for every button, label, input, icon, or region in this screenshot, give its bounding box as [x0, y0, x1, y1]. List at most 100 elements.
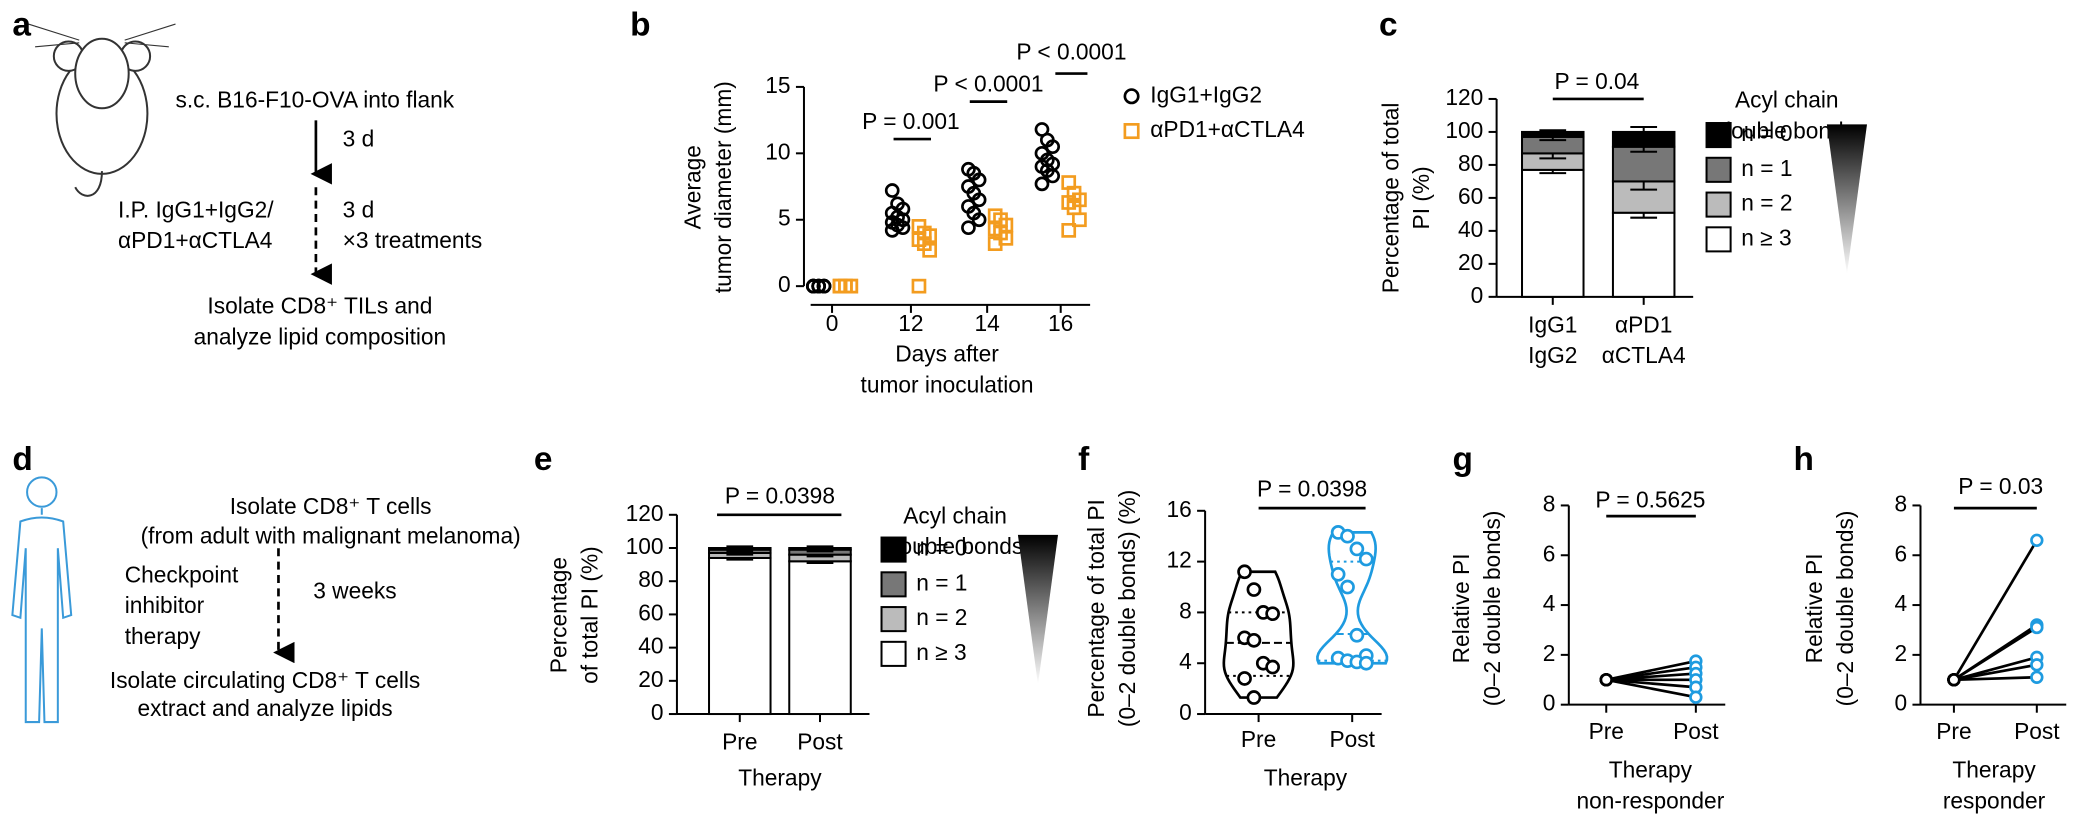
schematic-text: Isolate CD8⁺ T cells [230, 493, 432, 519]
x-tick-label: Post [1673, 718, 1719, 744]
data-point [922, 242, 938, 258]
x-tick-label: Post [797, 728, 843, 754]
x-tick-label: 12 [898, 310, 923, 336]
y-axis-label: Relative PI [1448, 553, 1474, 663]
y-tick-label: 15 [765, 72, 790, 98]
y-axis-label: (0–2 double bonds) (%) [1114, 490, 1140, 727]
data-point [961, 220, 976, 236]
bar-segment [788, 560, 852, 716]
y-tick-label: 40 [1458, 216, 1483, 242]
y-tick-label: 0 [1894, 690, 1907, 716]
data-point [1330, 566, 1346, 582]
data-point [971, 212, 987, 228]
data-point [2030, 658, 2044, 672]
schematic-text: (from adult with malignant melanoma) [141, 523, 521, 549]
annotation: P < 0.0001 [933, 71, 1043, 97]
data-point [911, 278, 927, 294]
panel-letter: g [1452, 441, 1472, 478]
error-bar [726, 545, 754, 551]
legend-swatch [880, 606, 907, 633]
schematic-text: I.P. IgG1+IgG2/ [118, 196, 274, 222]
y-axis-label: Percentage of total [1377, 103, 1403, 294]
gradient-triangle [1826, 124, 1867, 275]
y-tick-label: 4 [1179, 648, 1192, 674]
pair-line [1952, 539, 2038, 681]
schematic-text: 3 d [343, 196, 375, 222]
legend-label: n = 2 [1741, 190, 1792, 216]
y-tick-label: 120 [626, 500, 664, 526]
legend-label: n = 1 [916, 569, 967, 595]
data-point [1246, 633, 1262, 648]
data-point [1045, 139, 1061, 155]
annotation: P = 0.001 [862, 108, 960, 134]
schematic-text: extract and analyze lipids [138, 695, 393, 721]
y-axis-label: PI (%) [1408, 166, 1434, 229]
y-tick-label: 8 [1894, 490, 1907, 516]
y-tick-label: 80 [1458, 150, 1483, 176]
data-point [1061, 223, 1077, 238]
panel-letter: c [1379, 7, 1398, 44]
pair-line [1953, 663, 2038, 682]
annotation: P = 0.0398 [725, 482, 835, 508]
pair-line [1953, 626, 2038, 681]
schematic-text: Isolate CD8⁺ TILs and [207, 293, 432, 319]
y-tick-label: 6 [1894, 540, 1907, 566]
schematic-text: s.c. B16-F10-OVA into flank [176, 87, 455, 113]
data-point [1340, 528, 1355, 544]
y-axis-label: of total PI (%) [576, 546, 602, 684]
pair-line [1605, 678, 1697, 699]
panel-letter: h [1793, 441, 1813, 478]
legend-swatch [1705, 122, 1732, 149]
error-bar [1630, 125, 1658, 138]
data-point [1349, 541, 1365, 557]
panel-letter: b [630, 7, 650, 44]
schematic-text: Checkpoint [125, 561, 239, 587]
y-tick-label: 4 [1543, 590, 1556, 616]
legend-swatch [1705, 156, 1732, 183]
panel-letter: a [12, 7, 31, 44]
x-axis-label: Therapy [738, 765, 822, 791]
legend-swatch [880, 536, 907, 563]
data-point [2030, 620, 2044, 635]
data-point [1072, 212, 1087, 228]
y-tick-label: 8 [1179, 597, 1192, 623]
y-tick-label: 16 [1166, 496, 1191, 522]
data-point [1237, 564, 1252, 580]
y-tick-label: 80 [638, 566, 663, 592]
human-icon [11, 476, 73, 724]
y-tick-label: 2 [1543, 640, 1556, 666]
x-tick-label: IgG1 [1528, 311, 1577, 337]
schematic-text: therapy [125, 623, 201, 649]
data-point [1045, 168, 1061, 184]
y-tick-label: 5 [778, 205, 791, 231]
schematic-text: analyze lipid composition [194, 323, 447, 349]
y-axis-label: Average [679, 145, 705, 229]
panel-letter: f [1078, 441, 1090, 478]
y-tick-label: 0 [1471, 282, 1484, 308]
y-axis-label: tumor diameter (mm) [710, 81, 736, 293]
pair-line [1606, 678, 1696, 689]
data-point [1599, 673, 1613, 687]
data-point [1265, 606, 1280, 622]
x-axis-label: non-responder [1576, 787, 1724, 813]
y-tick-label: 20 [1458, 249, 1483, 275]
legend-title: Acyl chain [903, 502, 1007, 528]
y-tick-label: 0 [1179, 699, 1192, 725]
data-point [1349, 627, 1365, 643]
x-tick-label: IgG2 [1528, 342, 1577, 368]
data-point [987, 236, 1003, 252]
y-tick-label: 10 [765, 138, 790, 164]
legend-label: n = 1 [1741, 155, 1792, 181]
x-tick-label: Pre [1241, 726, 1276, 752]
legend-label: αPD1+αCTLA4 [1150, 116, 1304, 142]
legend-title: double bonds [887, 533, 1023, 559]
annotation: P = 0.0398 [1257, 476, 1367, 502]
panel-letter: e [534, 441, 553, 478]
x-axis-label: Therapy [1952, 757, 2036, 783]
gradient-triangle [1017, 534, 1059, 685]
y-tick-label: 60 [1458, 183, 1483, 209]
data-point [1689, 690, 1703, 704]
schematic-text: ×3 treatments [343, 227, 483, 253]
data-point [1246, 690, 1262, 705]
